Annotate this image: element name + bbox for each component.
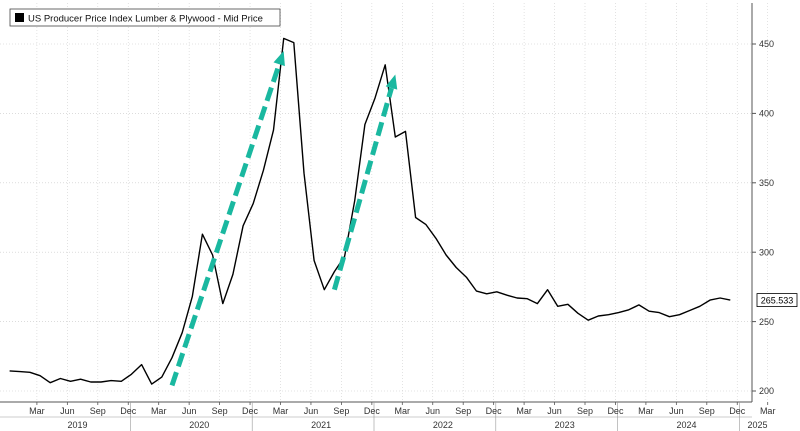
x-tick-label: Dec — [364, 406, 381, 416]
x-tick-label: Sep — [212, 406, 228, 416]
x-tick-label: Dec — [729, 406, 746, 416]
y-tick-label: 350 — [759, 178, 774, 188]
y-axis-ticks: 200 250 300 350 400 450 — [752, 39, 774, 396]
x-tick-label: Jun — [60, 406, 75, 416]
annotation-arrow-head — [273, 50, 285, 67]
y-tick-label: 200 — [759, 386, 774, 396]
x-year-label: 2025 — [748, 420, 768, 430]
legend: US Producer Price Index Lumber & Plywood… — [9, 8, 281, 27]
x-year-label: 2019 — [67, 420, 87, 430]
x-year-label: 2024 — [676, 420, 696, 430]
plot-frame — [0, 3, 753, 418]
x-tick-label: Sep — [90, 406, 106, 416]
last-value-tag: 265.533 — [756, 293, 798, 307]
x-tick-label: Jun — [425, 406, 440, 416]
x-tick-label: Sep — [455, 406, 471, 416]
x-tick-label: Jun — [304, 406, 319, 416]
legend-box — [9, 8, 281, 27]
y-tick-label: 450 — [759, 39, 774, 49]
x-tick-label: Dec — [607, 406, 624, 416]
annotation-arrow-shaft — [331, 87, 394, 291]
x-tick-label: Mar — [638, 406, 654, 416]
x-tick-label: Mar — [516, 406, 532, 416]
x-tick-label: Dec — [120, 406, 137, 416]
annotations — [169, 50, 398, 387]
annotation-arrow-head — [385, 74, 398, 90]
x-tick-label: Dec — [242, 406, 259, 416]
series-line — [9, 37, 731, 385]
x-year-label: 2021 — [311, 420, 331, 430]
x-tick-label: Dec — [486, 406, 503, 416]
y-tick-label: 300 — [759, 247, 774, 257]
series — [9, 37, 731, 385]
y-tick-label: 250 — [759, 317, 774, 327]
legend-label: US Producer Price Index Lumber & Plywood… — [28, 14, 263, 25]
x-axis-month-ticks: Mar Jun Sep Dec Mar Jun Sep Dec Mar Jun Sep Dec Mar J… — [29, 402, 775, 416]
x-tick-label: Sep — [333, 406, 349, 416]
x-tick-label: Jun — [547, 406, 562, 416]
x-tick-label: Mar — [151, 406, 167, 416]
x-year-label: 2022 — [433, 420, 453, 430]
last-value-label: 265.533 — [761, 295, 794, 305]
x-year-label: 2020 — [189, 420, 209, 430]
x-tick-label: Sep — [699, 406, 715, 416]
x-year-label: 2023 — [555, 420, 575, 430]
y-tick-label: 400 — [759, 109, 774, 119]
last-value-box — [756, 293, 798, 307]
x-tick-label: Mar — [760, 406, 776, 416]
x-tick-label: Mar — [273, 406, 289, 416]
grid — [0, 3, 769, 402]
year-dividers — [130, 402, 740, 431]
annotation-arrow-shaft — [169, 63, 282, 387]
x-tick-label: Jun — [669, 406, 684, 416]
legend-swatch — [15, 13, 24, 22]
x-tick-label: Mar — [29, 406, 45, 416]
x-tick-label: Mar — [395, 406, 411, 416]
x-axis-year-labels: 2019 2020 2021 2022 2023 2024 2025 — [67, 420, 767, 430]
x-tick-label: Sep — [577, 406, 593, 416]
x-tick-label: Jun — [182, 406, 197, 416]
